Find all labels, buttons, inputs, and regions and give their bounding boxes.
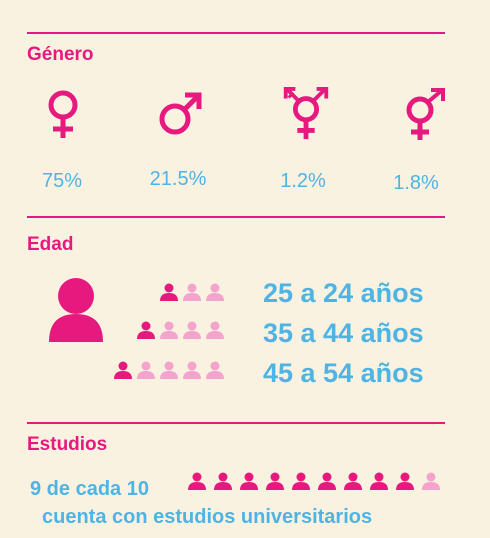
age-range-label-2: 35 a 44 años xyxy=(263,318,424,348)
person-icon xyxy=(205,283,225,301)
person-icon xyxy=(239,472,259,490)
estudios-line-1: 9 de cada 10 xyxy=(30,478,149,500)
person-icon xyxy=(159,283,179,301)
person-icon xyxy=(159,321,179,339)
person-icon xyxy=(395,472,415,490)
person-icon-large xyxy=(49,278,103,342)
person-icon xyxy=(187,472,207,490)
person-icon xyxy=(213,472,233,490)
age-range-label-1: 25 a 24 años xyxy=(263,278,424,308)
male-percentage: 21.5% xyxy=(149,168,207,190)
transgender-percentage: 1.2% xyxy=(280,170,326,192)
person-icon xyxy=(182,361,202,379)
female-symbol-icon xyxy=(48,90,78,138)
androgyne-percentage: 1.8% xyxy=(393,172,439,194)
person-icon xyxy=(369,472,389,490)
person-icon xyxy=(291,472,311,490)
estudios-divider xyxy=(27,422,445,424)
androgyne-symbol-icon xyxy=(406,88,445,140)
estudios-title: Estudios xyxy=(27,434,108,455)
transgender-symbol-icon xyxy=(283,86,329,140)
person-icon xyxy=(113,361,133,379)
person-icon xyxy=(265,472,285,490)
age-range-label-3: 45 a 54 años xyxy=(263,358,424,388)
person-icon xyxy=(182,283,202,301)
person-icon xyxy=(343,472,363,490)
male-symbol-icon xyxy=(159,92,202,135)
person-icon xyxy=(136,321,156,339)
edad-divider xyxy=(27,216,445,218)
person-icon xyxy=(205,361,225,379)
female-percentage: 75% xyxy=(41,170,83,192)
person-icon xyxy=(317,472,337,490)
person-icon xyxy=(136,361,156,379)
person-icon xyxy=(182,321,202,339)
top-divider xyxy=(27,32,445,34)
estudios-line-2: cuenta con estudios universitarios xyxy=(42,506,373,528)
person-icon xyxy=(421,472,441,490)
person-icon xyxy=(205,321,225,339)
genero-title: Género xyxy=(27,44,94,65)
edad-title: Edad xyxy=(27,234,74,255)
person-icon xyxy=(159,361,179,379)
